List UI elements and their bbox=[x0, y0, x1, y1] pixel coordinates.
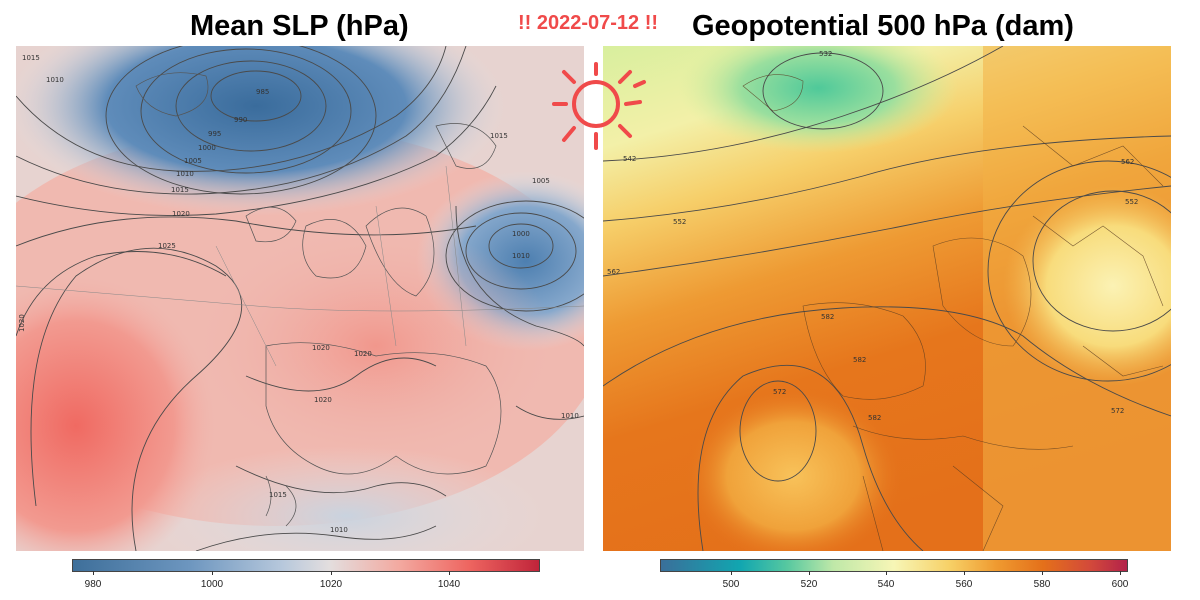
contour-label: 1025 bbox=[158, 242, 176, 250]
colorbar-tick bbox=[93, 571, 94, 575]
contour-label: 552 bbox=[1125, 198, 1138, 206]
colorbar-tick-label: 600 bbox=[1111, 579, 1129, 590]
contour-label: 1015 bbox=[171, 186, 189, 194]
contour-label: 1020 bbox=[172, 210, 190, 218]
contour-label: 995 bbox=[208, 130, 221, 138]
slp-colorbar bbox=[72, 559, 540, 572]
colorbar-tick-label: 540 bbox=[877, 579, 895, 590]
contour-label: 582 bbox=[853, 356, 866, 364]
geopotential-map: 532 542 552 562 582 582 572 582 562 552 … bbox=[603, 46, 1171, 551]
contour-label: 572 bbox=[1111, 407, 1124, 415]
contour-label: 1005 bbox=[532, 177, 550, 185]
contour-label: 1015 bbox=[22, 54, 40, 62]
colorbar-tick bbox=[809, 571, 810, 575]
colorbar-tick bbox=[1120, 571, 1121, 575]
colorbar-tick-label: 500 bbox=[722, 579, 740, 590]
contour-label: 1005 bbox=[184, 157, 202, 165]
contour-label: 1015 bbox=[490, 132, 508, 140]
colorbar-tick-label: 1020 bbox=[319, 579, 343, 590]
colorbar-tick-label: 580 bbox=[1033, 579, 1051, 590]
contour-label: 552 bbox=[673, 218, 686, 226]
sun-icon bbox=[552, 62, 646, 150]
contour-label: 1010 bbox=[561, 412, 579, 420]
colorbar-tick-label: 980 bbox=[84, 579, 102, 590]
left-map-title: Mean SLP (hPa) bbox=[190, 10, 409, 42]
contour-label: 1020 bbox=[312, 344, 330, 352]
geopotential-colorbar bbox=[660, 559, 1128, 572]
colorbar-tick bbox=[964, 571, 965, 575]
geopotential-map-canvas: 532 542 552 562 582 582 572 582 562 552 … bbox=[603, 46, 1171, 551]
right-map-title: Geopotential 500 hPa (dam) bbox=[692, 10, 1074, 42]
contour-label: 1000 bbox=[198, 144, 216, 152]
contour-label: 1020 bbox=[18, 314, 26, 332]
colorbar-tick bbox=[212, 571, 213, 575]
colorbar-tick bbox=[1042, 571, 1043, 575]
colorbar-tick bbox=[331, 571, 332, 575]
contour-label: 562 bbox=[1121, 158, 1134, 166]
colorbar-tick-label: 1000 bbox=[200, 579, 224, 590]
contour-label: 562 bbox=[607, 268, 620, 276]
contour-label: 542 bbox=[623, 155, 636, 163]
contour-label: 1020 bbox=[314, 396, 332, 404]
contour-label: 532 bbox=[819, 50, 832, 58]
contour-label: 1020 bbox=[354, 350, 372, 358]
contour-label: 1010 bbox=[176, 170, 194, 178]
date-label: !! 2022-07-12 !! bbox=[518, 12, 659, 34]
colorbar-tick-label: 520 bbox=[800, 579, 818, 590]
contour-label: 985 bbox=[256, 88, 269, 96]
colorbar-tick bbox=[886, 571, 887, 575]
contour-label: 990 bbox=[234, 116, 247, 124]
contour-label: 1010 bbox=[512, 252, 530, 260]
slp-map-canvas: 1015 1010 985 990 995 1000 1005 1010 101… bbox=[16, 46, 584, 551]
colorbar-tick bbox=[731, 571, 732, 575]
colorbar-tick-label: 560 bbox=[955, 579, 973, 590]
contour-label: 1010 bbox=[330, 526, 348, 534]
contour-label: 1015 bbox=[269, 491, 287, 499]
contour-label: 1010 bbox=[46, 76, 64, 84]
slp-map: 1015 1010 985 990 995 1000 1005 1010 101… bbox=[16, 46, 584, 551]
contour-label: 1000 bbox=[512, 230, 530, 238]
contour-label: 582 bbox=[868, 414, 881, 422]
colorbar-tick bbox=[449, 571, 450, 575]
contour-label: 572 bbox=[773, 388, 786, 396]
colorbar-tick-label: 1040 bbox=[437, 579, 461, 590]
contour-label: 582 bbox=[821, 313, 834, 321]
